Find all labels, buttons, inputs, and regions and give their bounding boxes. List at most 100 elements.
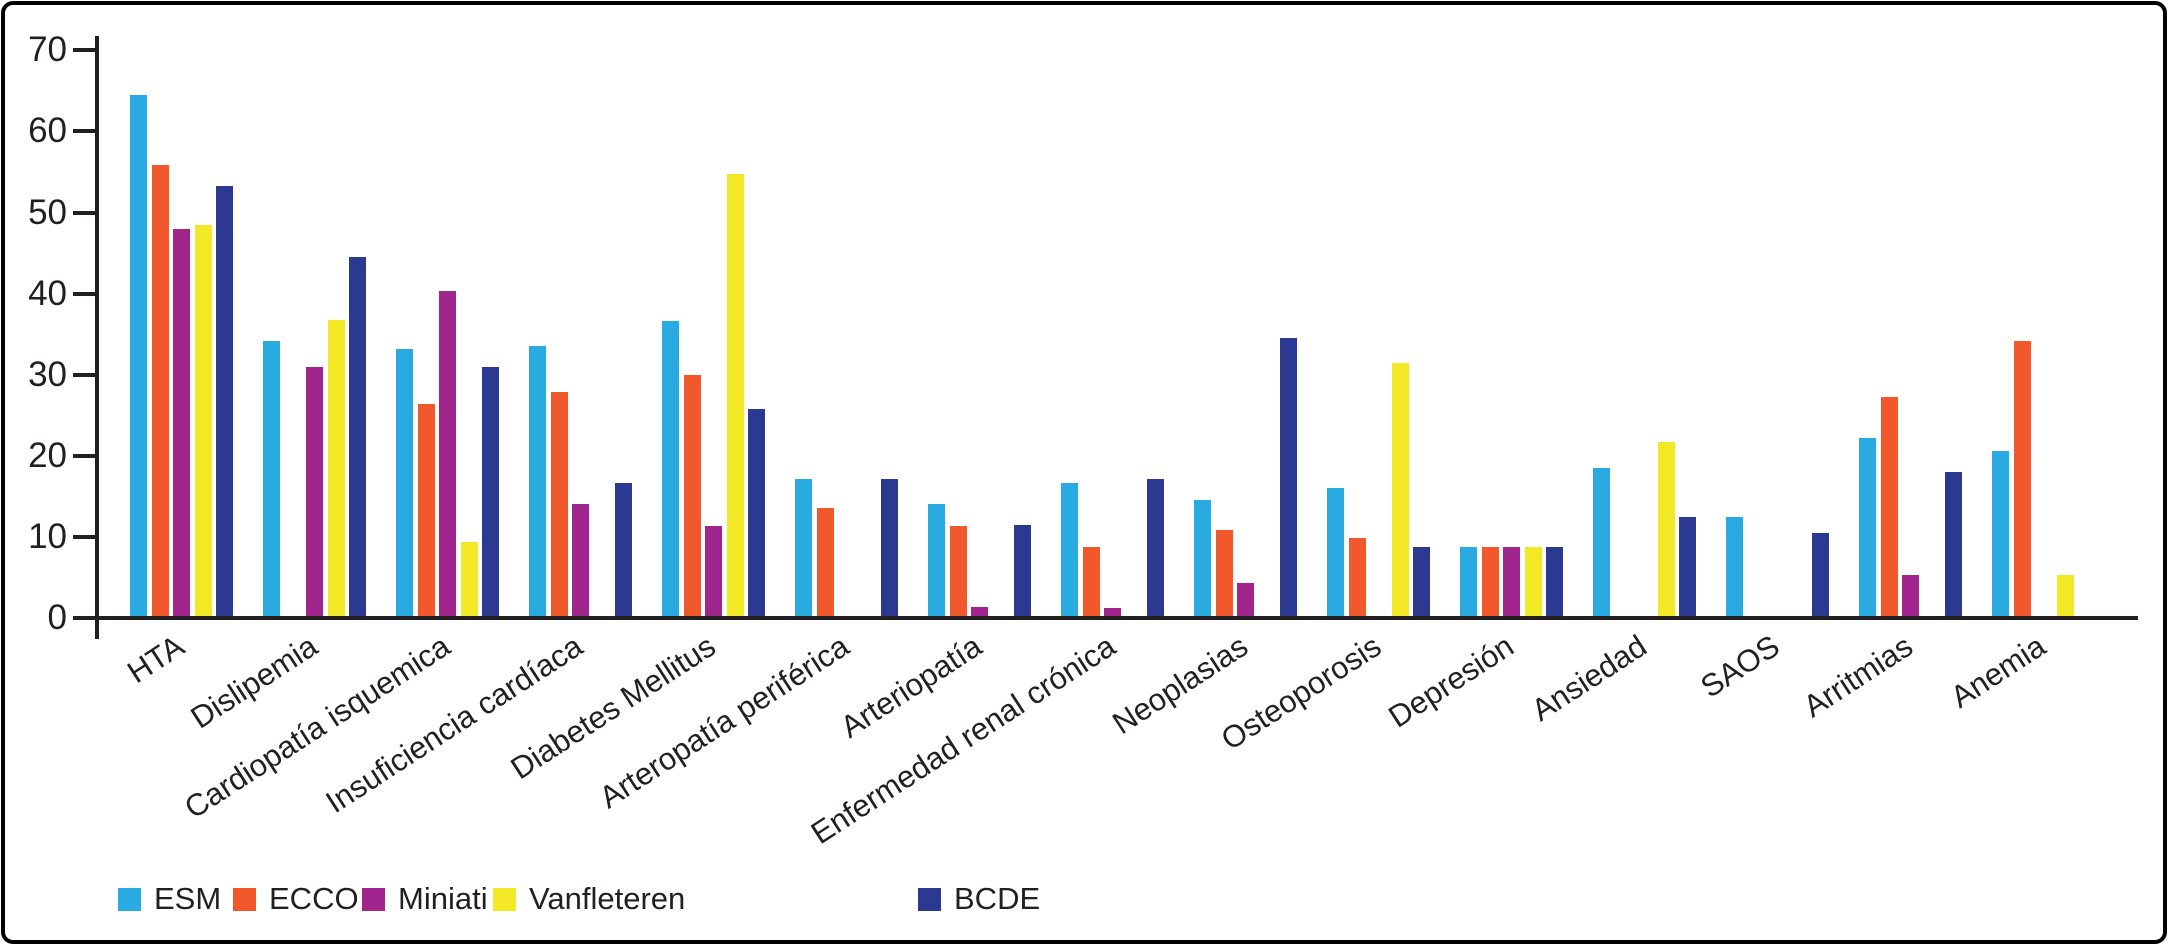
bar	[615, 483, 632, 618]
x-tick-label: Arritmias	[1797, 628, 1920, 725]
bar	[417, 403, 435, 618]
bar	[1082, 546, 1100, 618]
bar	[1215, 529, 1233, 618]
bar	[550, 391, 568, 618]
bar	[1812, 532, 1829, 618]
bar	[1859, 437, 1876, 618]
y-tick-mark	[73, 48, 95, 53]
bar	[2056, 575, 2074, 618]
bar	[1524, 546, 1542, 618]
y-tick-mark	[73, 129, 95, 134]
legend-label: Vanfleteren	[529, 881, 686, 916]
y-tick-label: 10	[28, 516, 67, 556]
x-tick-label: SAOS	[1694, 628, 1787, 705]
bar	[748, 408, 765, 618]
bar	[1014, 524, 1031, 618]
x-tick-label: Anemia	[1944, 628, 2053, 715]
legend-swatch	[493, 887, 516, 911]
y-tick-label: 60	[28, 111, 67, 151]
bar	[705, 525, 722, 618]
y-tick-label: 30	[28, 354, 67, 394]
bar	[1657, 442, 1675, 618]
bar	[529, 346, 546, 618]
bar	[816, 507, 834, 618]
bar	[1061, 483, 1078, 618]
bar	[216, 185, 233, 618]
bar	[1237, 583, 1254, 618]
bar	[726, 174, 744, 618]
x-tick-label: Depresión	[1382, 628, 1521, 735]
legend-item: ESM	[118, 881, 222, 916]
bar	[1348, 537, 1366, 618]
bar	[795, 479, 812, 618]
y-tick-mark	[73, 616, 95, 620]
legend-swatch	[118, 887, 141, 911]
bar	[396, 348, 413, 618]
y-axis-line	[95, 36, 99, 639]
legend-swatch	[918, 887, 941, 911]
bar	[439, 291, 456, 618]
bar	[194, 224, 212, 618]
bar	[683, 374, 701, 618]
y-tick-mark	[73, 534, 95, 539]
bar	[263, 340, 280, 618]
bar	[1945, 472, 1962, 618]
bar	[1726, 516, 1743, 618]
y-tick-label: 40	[28, 273, 67, 313]
bar	[151, 165, 169, 618]
x-tick-label: Arteropatía periférica	[593, 628, 856, 816]
legend-item: ECCO	[233, 881, 359, 916]
y-tick-mark	[73, 291, 95, 296]
bar	[971, 607, 988, 618]
y-tick-label: 50	[28, 192, 67, 232]
bar	[1147, 479, 1164, 618]
bar	[1546, 546, 1563, 618]
legend-label: Miniati	[398, 881, 488, 916]
legend-swatch	[362, 887, 385, 911]
y-tick-label: 70	[28, 30, 67, 70]
bar	[1902, 575, 1919, 618]
bar	[1992, 450, 2009, 618]
legend-item: BCDE	[918, 881, 1041, 916]
x-tick-label: Ansiedad	[1525, 628, 1654, 728]
bar	[1413, 546, 1430, 618]
y-tick-mark	[73, 372, 95, 377]
x-axis-line	[95, 616, 2138, 620]
bar	[306, 366, 323, 618]
y-tick-mark	[73, 210, 95, 215]
bar	[1280, 338, 1297, 618]
y-tick-mark	[73, 453, 95, 458]
bar	[1327, 488, 1344, 618]
bar	[572, 504, 589, 618]
bar	[173, 228, 190, 618]
bar	[949, 525, 967, 618]
bar	[2013, 341, 2031, 618]
bar	[1481, 546, 1499, 618]
bar	[1104, 608, 1121, 618]
legend-label: ECCO	[269, 881, 359, 916]
y-tick-label: 0	[47, 598, 67, 637]
legend-swatch	[233, 887, 256, 911]
legend-label: BCDE	[954, 881, 1041, 916]
y-tick-label: 20	[28, 435, 67, 475]
bar	[1593, 467, 1610, 618]
legend-label: ESM	[154, 881, 222, 916]
x-tick-label: HTA	[120, 628, 191, 691]
bar	[1679, 516, 1696, 618]
bar	[460, 541, 478, 618]
bar	[1503, 546, 1520, 618]
bar	[130, 94, 147, 618]
legend-item: Miniati	[362, 881, 488, 916]
bar	[327, 320, 345, 618]
bar	[881, 479, 898, 618]
bar	[662, 321, 679, 618]
bar	[1880, 396, 1898, 618]
bar	[482, 366, 499, 618]
bar	[1194, 499, 1211, 618]
bar	[1391, 363, 1409, 618]
bar	[928, 504, 945, 618]
legend-item: Vanfleteren	[493, 881, 686, 916]
bar	[349, 257, 366, 618]
bar	[1460, 546, 1477, 618]
